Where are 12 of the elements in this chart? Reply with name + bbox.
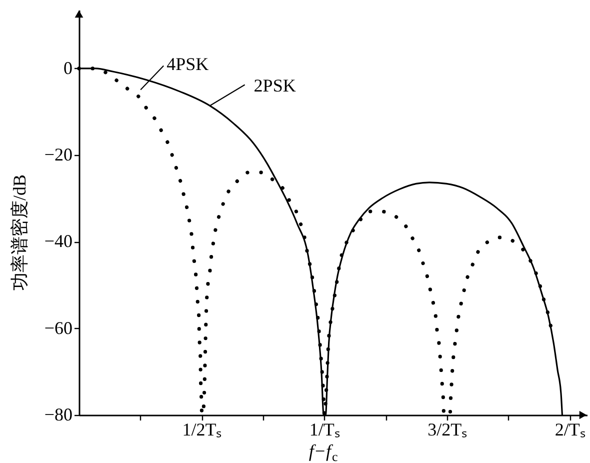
y-tick-label: −80 [44, 404, 72, 424]
x-tick-label: 2/Tₛ [554, 420, 586, 440]
y-tick-label: −20 [44, 144, 72, 165]
text: 4PSK [166, 54, 209, 74]
y-tick-label: −60 [44, 318, 72, 338]
x-tick-label: 3/2Tₛ [428, 420, 468, 440]
y-axis-title: 功率谱密度/dB [10, 174, 30, 291]
legend-label: 2PSK [254, 76, 296, 96]
y-tick-label: 0 [64, 58, 72, 78]
y-tick-label: −40 [44, 231, 72, 252]
x-tick-label: 1/2Tₛ [182, 420, 222, 440]
x-tick-label: 1/Tₛ [309, 420, 340, 440]
